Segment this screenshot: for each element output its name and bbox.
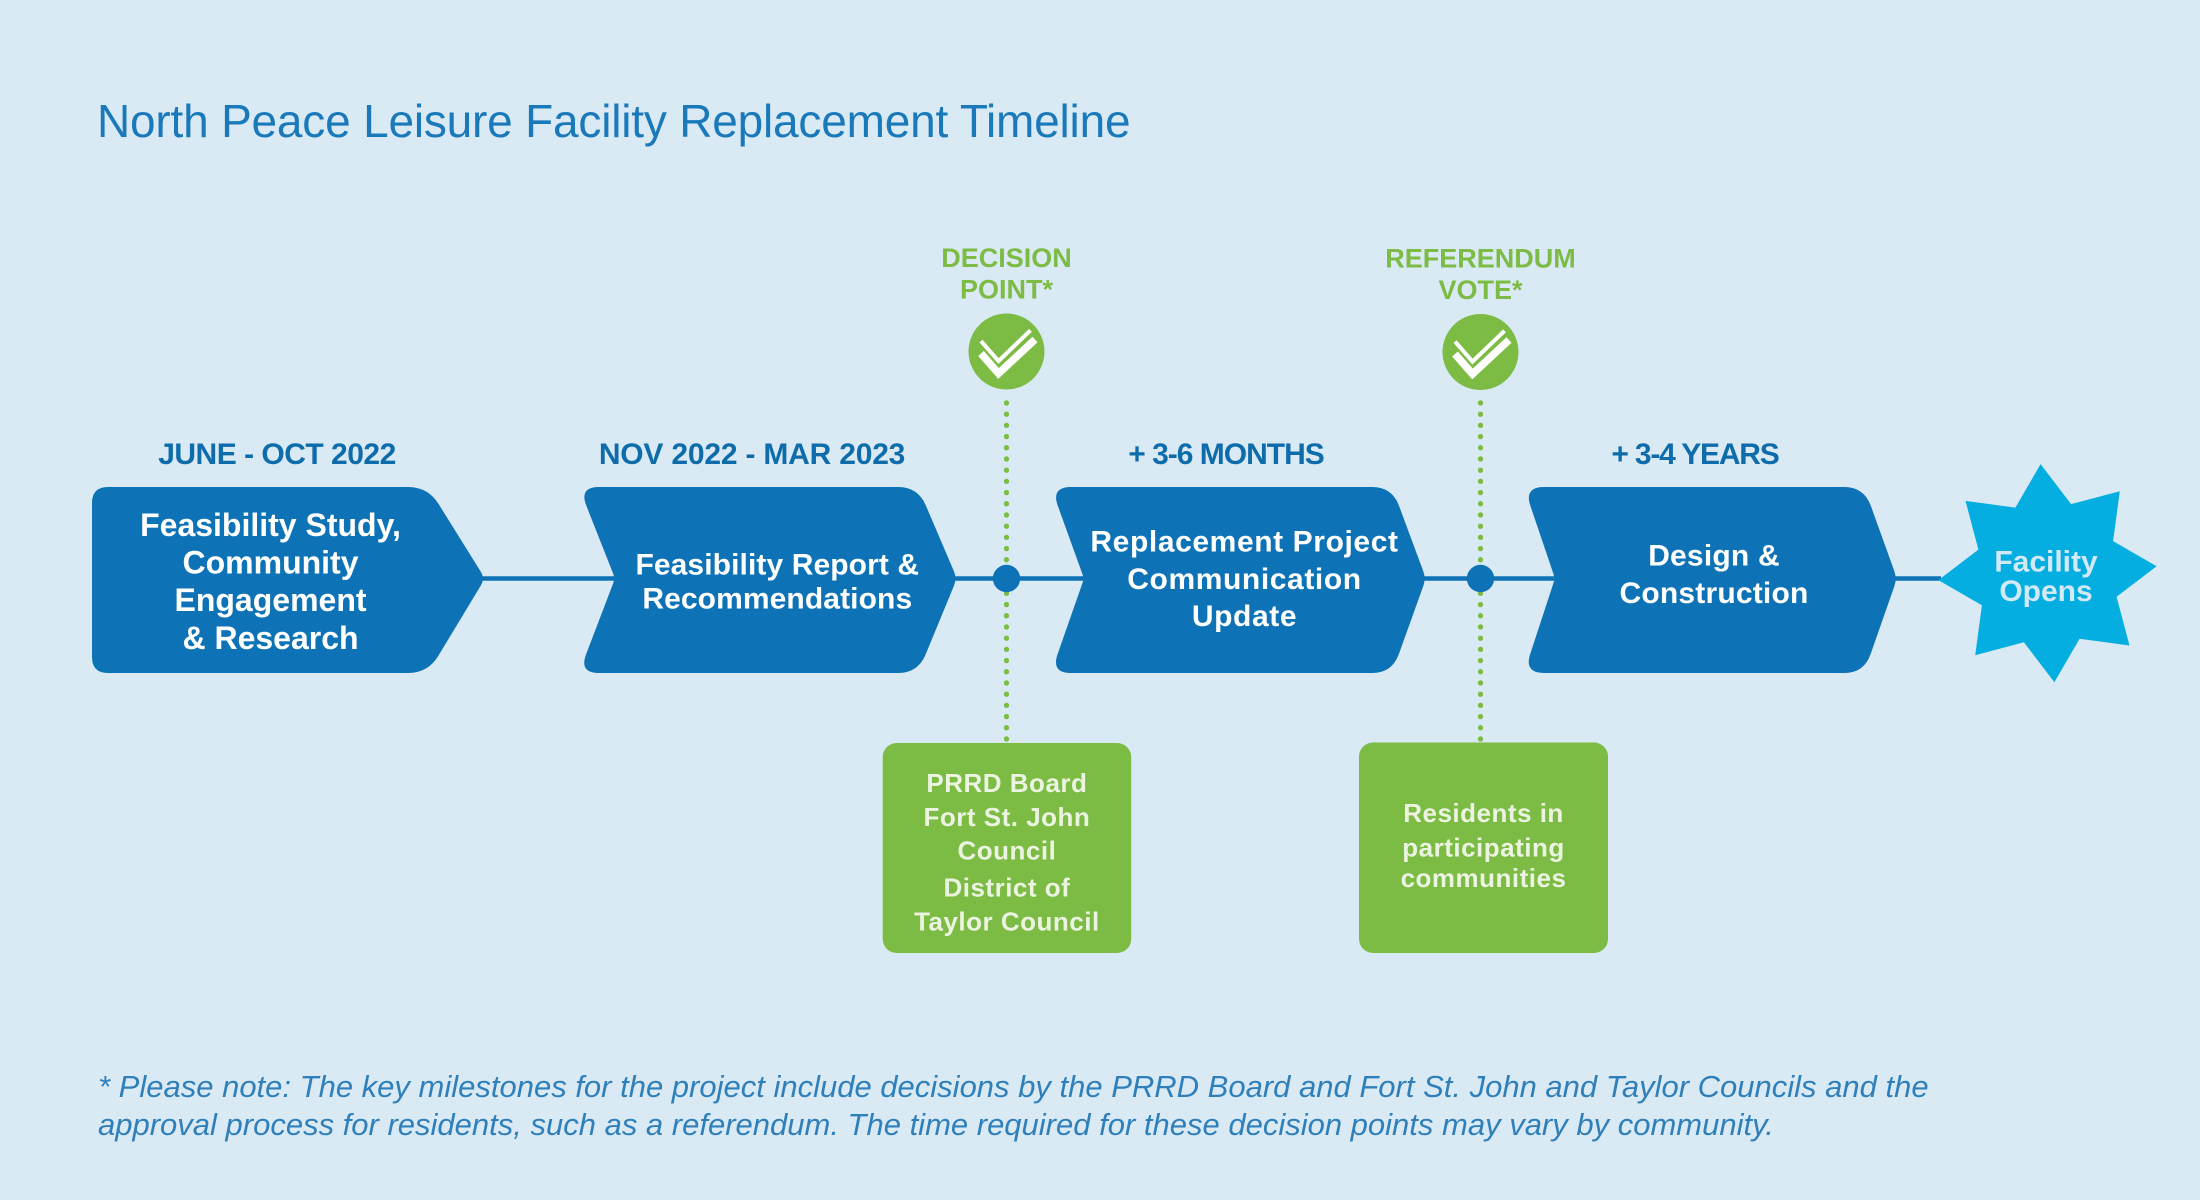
svg-text:Update: Update [1192,600,1297,633]
svg-text:Opens: Opens [1999,575,2092,608]
svg-text:NOV 2022 - MAR 2023: NOV 2022 - MAR 2023 [599,438,905,471]
svg-text:POINT*: POINT* [960,275,1054,305]
svg-text:VOTE*: VOTE* [1438,275,1523,305]
svg-text:Feasibility Report &: Feasibility Report & [635,548,919,581]
svg-text:+ 3-4 YEARS: + 3-4 YEARS [1611,438,1778,471]
svg-text:Recommendations: Recommendations [642,582,912,615]
svg-text:Engagement: Engagement [174,582,366,618]
svg-text:North Peace Leisure Facility R: North Peace Leisure Facility Replacement… [97,95,1130,147]
svg-text:communities: communities [1401,863,1567,893]
svg-text:* Please note: The key milesto: * Please note: The key milestones for th… [98,1069,1929,1104]
svg-text:PRRD Board: PRRD Board [926,768,1087,798]
svg-text:Community: Community [183,545,359,581]
svg-text:& Research: & Research [182,620,358,656]
svg-text:Residents in: Residents in [1403,798,1564,828]
svg-text:participating: participating [1402,833,1565,863]
svg-text:Feasibility Study,: Feasibility Study, [140,507,401,543]
svg-text:JUNE - OCT 2022: JUNE - OCT 2022 [158,438,396,471]
svg-text:REFERENDUM: REFERENDUM [1385,244,1576,274]
svg-text:+ 3-6 MONTHS: + 3-6 MONTHS [1128,438,1324,471]
svg-text:Replacement Project: Replacement Project [1090,526,1398,559]
svg-text:Design &: Design & [1648,539,1780,572]
svg-text:Fort St. John: Fort St. John [923,802,1090,832]
svg-text:approval process for residents: approval process for residents, such as … [98,1107,1774,1142]
svg-text:Council: Council [957,836,1056,866]
svg-text:Construction: Construction [1619,577,1808,610]
svg-text:Facility: Facility [1994,546,2098,579]
svg-text:Communication: Communication [1127,563,1361,596]
svg-text:Taylor Council: Taylor Council [914,907,1100,937]
svg-text:DECISION: DECISION [941,243,1072,273]
svg-text:District of: District of [943,873,1070,903]
